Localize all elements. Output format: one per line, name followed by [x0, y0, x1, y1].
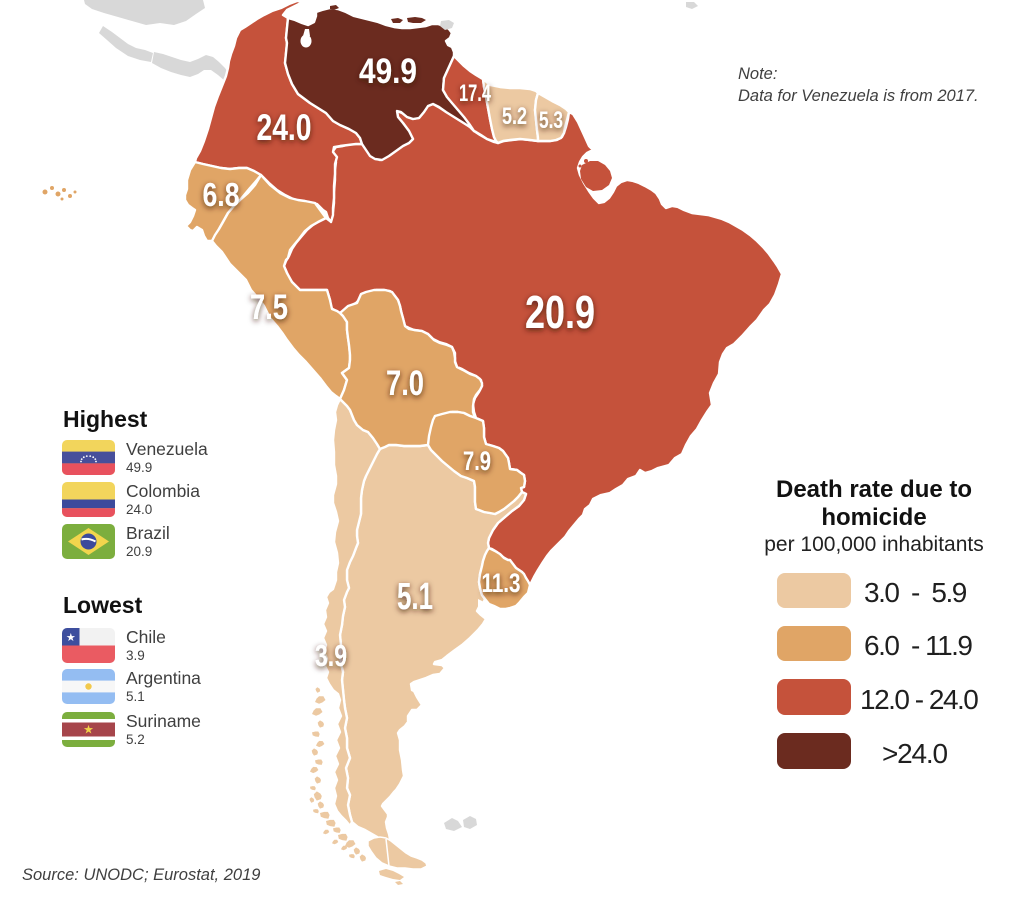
svg-text:7.5: 7.5	[250, 288, 288, 327]
svg-text:5.3: 5.3	[539, 107, 563, 134]
svg-text:20.9: 20.9	[525, 286, 595, 338]
svg-text:★: ★	[66, 632, 76, 644]
svg-text:17.4: 17.4	[459, 80, 491, 107]
svg-text:24.0: 24.0	[257, 107, 312, 148]
svg-text:5.1: 5.1	[397, 576, 433, 618]
svg-text:7.9: 7.9	[463, 446, 491, 476]
svg-text:3.9: 3.9	[315, 638, 347, 673]
svg-text:6.8: 6.8	[203, 176, 240, 213]
svg-text:11.3: 11.3	[482, 568, 521, 598]
svg-text:7.0: 7.0	[386, 364, 424, 403]
svg-text:49.9: 49.9	[359, 52, 417, 91]
svg-text:★: ★	[83, 723, 94, 737]
svg-text:5.2: 5.2	[502, 103, 527, 130]
